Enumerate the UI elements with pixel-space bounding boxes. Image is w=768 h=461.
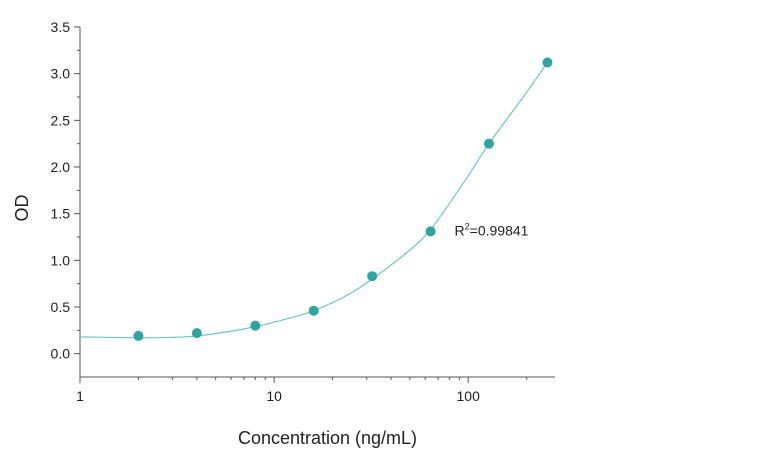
y-tick-label: 3.5 — [51, 19, 71, 35]
x-tick-label: 1 — [76, 388, 84, 404]
y-tick-label: 2.0 — [51, 159, 71, 175]
y-tick-label: 3.0 — [51, 66, 71, 82]
data-points — [133, 57, 553, 341]
data-point — [308, 305, 319, 316]
data-point — [367, 271, 378, 282]
data-point — [191, 328, 202, 339]
r-squared-annotation: R2=0.99841 — [455, 221, 529, 238]
r-squared-superscript: 2 — [465, 221, 470, 231]
fit-curve — [79, 62, 548, 339]
y-tick-label: 2.5 — [51, 112, 71, 128]
y-tick-label: 1.5 — [51, 206, 71, 222]
x-tick-label: 100 — [457, 388, 481, 404]
r-squared-value: =0.99841 — [470, 222, 529, 238]
y-tick-label: 0.0 — [51, 346, 71, 362]
data-point — [542, 57, 553, 68]
r-squared-prefix: R — [455, 222, 465, 238]
y-ticks: 0.0 0.5 1.0 1.5 2.0 2.5 3.0 3.5 — [51, 19, 80, 362]
data-point — [133, 330, 144, 341]
x-tick-label: 10 — [266, 388, 282, 404]
y-tick-label: 0.5 — [51, 299, 71, 315]
x-ticks: 1 10 100 — [76, 377, 528, 404]
y-tick-label: 1.0 — [51, 252, 71, 268]
data-point — [484, 138, 495, 149]
data-point — [425, 226, 436, 237]
x-axis-title: Concentration (ng/mL) — [238, 428, 417, 448]
y-axis-title: OD — [12, 194, 32, 221]
data-point — [250, 320, 261, 331]
